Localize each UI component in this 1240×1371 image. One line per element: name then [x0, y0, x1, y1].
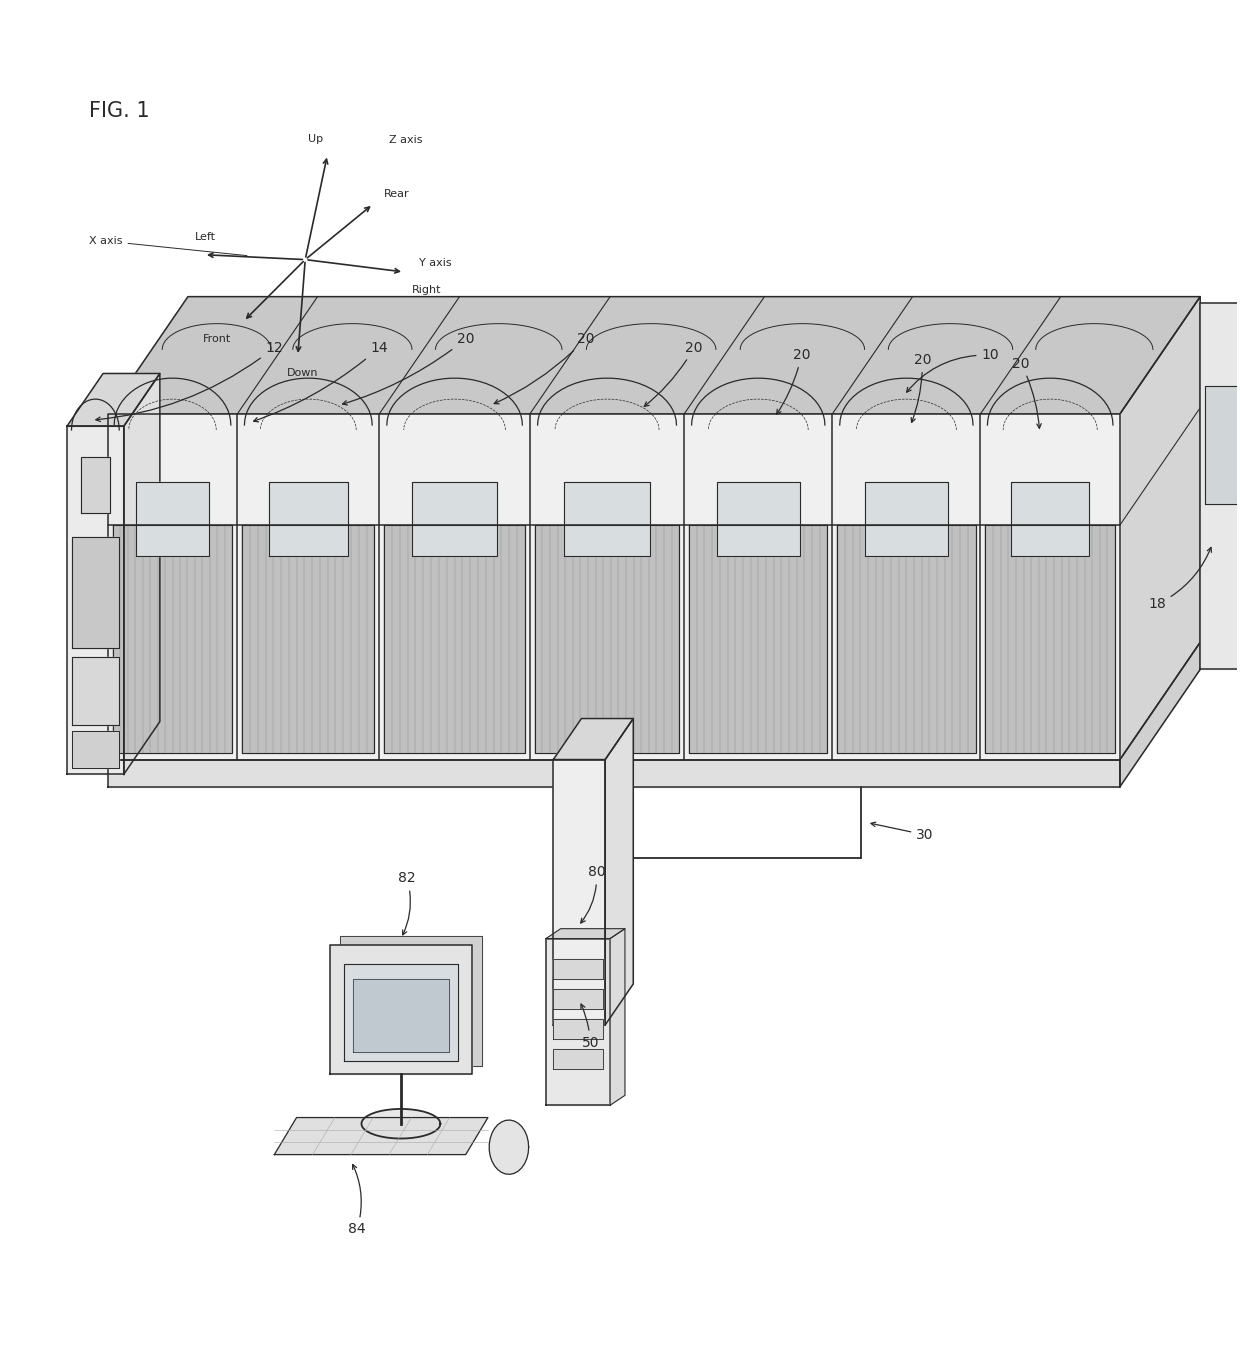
- Polygon shape: [564, 481, 650, 555]
- Polygon shape: [72, 657, 119, 725]
- Polygon shape: [413, 481, 497, 555]
- Polygon shape: [124, 373, 160, 775]
- Polygon shape: [553, 760, 605, 1026]
- Polygon shape: [546, 928, 625, 939]
- Text: 12: 12: [95, 340, 283, 421]
- Polygon shape: [269, 481, 348, 555]
- Text: 20: 20: [342, 332, 475, 404]
- Text: 20: 20: [911, 352, 931, 422]
- Text: 20: 20: [776, 348, 810, 414]
- Polygon shape: [1205, 387, 1239, 505]
- Polygon shape: [553, 1049, 603, 1068]
- Text: 82: 82: [398, 872, 415, 935]
- Polygon shape: [67, 373, 160, 426]
- Text: Left: Left: [196, 233, 216, 243]
- Text: Right: Right: [412, 285, 441, 296]
- Polygon shape: [108, 760, 1120, 787]
- Polygon shape: [330, 945, 472, 1075]
- Polygon shape: [837, 525, 976, 754]
- Polygon shape: [384, 525, 525, 754]
- Polygon shape: [108, 414, 1120, 760]
- Text: Z axis: Z axis: [389, 134, 423, 145]
- Text: 10: 10: [906, 348, 999, 392]
- Polygon shape: [553, 958, 603, 979]
- Polygon shape: [553, 1019, 603, 1039]
- Polygon shape: [72, 537, 119, 648]
- Text: X axis: X axis: [89, 236, 247, 255]
- Polygon shape: [108, 296, 1200, 414]
- Text: 30: 30: [870, 823, 934, 842]
- Polygon shape: [81, 457, 109, 513]
- Text: Rear: Rear: [384, 189, 410, 199]
- Polygon shape: [274, 1117, 487, 1154]
- Text: 50: 50: [580, 1004, 599, 1050]
- Polygon shape: [353, 979, 449, 1052]
- Polygon shape: [345, 964, 458, 1061]
- Text: 20: 20: [645, 340, 703, 406]
- Polygon shape: [534, 525, 680, 754]
- Polygon shape: [717, 481, 800, 555]
- Polygon shape: [553, 718, 634, 760]
- Text: Down: Down: [286, 369, 319, 378]
- Text: FIG. 1: FIG. 1: [89, 101, 150, 122]
- Polygon shape: [242, 525, 374, 754]
- Polygon shape: [1120, 296, 1200, 760]
- Polygon shape: [1200, 303, 1240, 669]
- Polygon shape: [490, 1120, 528, 1175]
- Text: Front: Front: [203, 333, 231, 344]
- Polygon shape: [1011, 481, 1089, 555]
- Polygon shape: [1120, 642, 1200, 787]
- Text: 14: 14: [254, 340, 388, 422]
- Text: Up: Up: [308, 133, 322, 144]
- Polygon shape: [866, 481, 947, 555]
- Polygon shape: [546, 939, 610, 1105]
- Polygon shape: [136, 481, 208, 555]
- Polygon shape: [605, 718, 634, 1026]
- Text: 18: 18: [1148, 547, 1211, 611]
- Polygon shape: [113, 525, 232, 754]
- Polygon shape: [362, 1109, 440, 1138]
- Polygon shape: [67, 426, 124, 775]
- Polygon shape: [72, 731, 119, 768]
- Polygon shape: [986, 525, 1115, 754]
- Polygon shape: [610, 928, 625, 1105]
- Polygon shape: [689, 525, 827, 754]
- Text: 20: 20: [1012, 356, 1042, 428]
- Text: Y axis: Y axis: [419, 258, 451, 269]
- Polygon shape: [553, 988, 603, 1009]
- Polygon shape: [340, 936, 482, 1065]
- Text: 80: 80: [580, 865, 605, 923]
- Text: 20: 20: [495, 332, 594, 404]
- Text: 84: 84: [348, 1164, 366, 1237]
